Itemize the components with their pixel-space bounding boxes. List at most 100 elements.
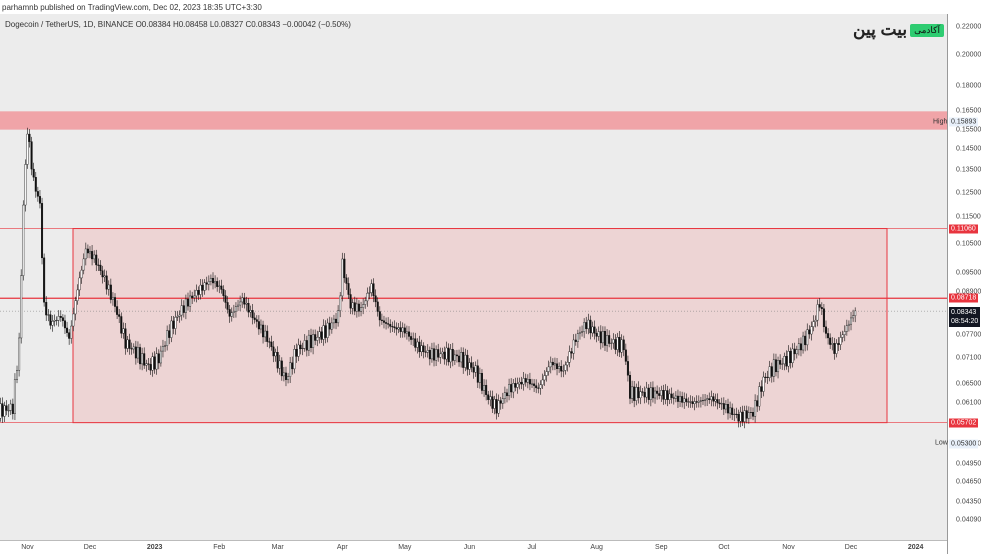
candle-body (501, 398, 504, 404)
candle-body (651, 387, 654, 399)
candle-body (453, 354, 456, 361)
candle-body (464, 354, 467, 368)
candle-body (472, 367, 475, 373)
candle-body (322, 325, 325, 340)
price-tick: 0.07700 (956, 331, 982, 339)
candle-body (78, 277, 81, 291)
candle-body (68, 332, 71, 339)
time-axis[interactable]: Nov Dec 2023 Feb Mar Apr May Jun Jul Aug Sep Oct Nov… (0, 540, 947, 555)
candle-body (3, 405, 6, 417)
candle-body (789, 351, 792, 364)
candle-body (564, 364, 567, 371)
candle-body (226, 302, 229, 310)
candle-body (18, 337, 21, 371)
candle-body (570, 351, 573, 354)
candle-body (772, 359, 775, 377)
candle-body (443, 351, 446, 360)
candle-body (209, 277, 212, 282)
candle-body (439, 353, 442, 358)
candle-body (216, 281, 219, 287)
candle-body (36, 191, 39, 197)
candle-body (626, 361, 629, 376)
candle-body (662, 390, 665, 400)
candle-body (670, 393, 673, 398)
candle-body (284, 372, 287, 380)
candle-body (543, 375, 546, 381)
candle-body (45, 302, 48, 316)
candle-body (691, 401, 694, 405)
time-tick: Dec (844, 544, 858, 551)
price-axis[interactable]: 0.22000 0.20000 0.18000 0.16500 0.15500 0.145… (947, 14, 984, 554)
candle-body (355, 303, 358, 312)
candle-body (324, 325, 327, 338)
candle-body (57, 316, 60, 321)
candle-body (749, 412, 752, 414)
candle-body (754, 400, 757, 417)
current-price: 0.08343 (951, 309, 977, 317)
candle-body (497, 400, 500, 414)
price-tick: 0.06500 (956, 380, 982, 388)
candle-body (353, 302, 356, 312)
candle-body (689, 401, 692, 403)
candle-body (791, 348, 794, 364)
candle-body (24, 164, 27, 206)
supply-zone (0, 111, 947, 130)
chart-plot-area[interactable] (0, 14, 947, 540)
logo-badge: آکادمی (910, 23, 944, 37)
candle-body (22, 204, 25, 276)
published-line: parhamnb published on TradingView.com, D… (2, 3, 262, 12)
candle-body (762, 376, 765, 392)
candle-body (516, 383, 519, 388)
candle-body (835, 343, 838, 354)
candle-body (556, 363, 559, 370)
candle-body (205, 282, 208, 285)
candle-body (585, 322, 588, 330)
candle-body (380, 319, 383, 321)
candle-body (731, 407, 734, 415)
candle-body (503, 392, 506, 399)
candle-body (620, 339, 623, 353)
candle-body (241, 297, 244, 303)
candle-body (251, 310, 254, 319)
candle-body (403, 327, 406, 334)
candle-body (816, 304, 819, 321)
candle-body (741, 411, 744, 422)
candle-body (478, 373, 481, 383)
candle-body (11, 403, 14, 414)
candle-body (629, 375, 632, 399)
candle-body (779, 360, 782, 365)
candle-body (645, 387, 648, 398)
candle-body (535, 385, 538, 389)
candle-body (93, 254, 96, 260)
candle-body (101, 270, 104, 278)
candle-body (84, 248, 87, 260)
candle-body (649, 387, 652, 400)
price-tick: 0.04950 (956, 460, 982, 468)
candle-body (343, 258, 346, 279)
candle-body (184, 298, 187, 313)
candle-body (197, 290, 200, 295)
price-tick: 0.04090 (956, 516, 982, 524)
candle-body (20, 275, 23, 339)
candle-body (633, 386, 636, 401)
candle-body (468, 362, 471, 370)
candle-body (408, 331, 411, 337)
candle-body (549, 361, 552, 368)
candle-body (428, 350, 431, 360)
candle-body (614, 339, 617, 350)
candle-body (287, 376, 290, 380)
candle-body (566, 361, 569, 366)
candle-body (618, 337, 621, 353)
candle-body (401, 327, 404, 332)
chart-canvas[interactable] (0, 0, 947, 540)
candle-body (666, 390, 669, 400)
candle-body (416, 341, 419, 348)
candle-body (114, 297, 117, 307)
candle-body (405, 331, 408, 334)
candle-body (639, 391, 642, 399)
candle-body (624, 349, 627, 362)
candle-body (825, 326, 828, 334)
candle-body (589, 319, 592, 334)
candle-body (255, 319, 258, 322)
candle-body (597, 331, 600, 337)
